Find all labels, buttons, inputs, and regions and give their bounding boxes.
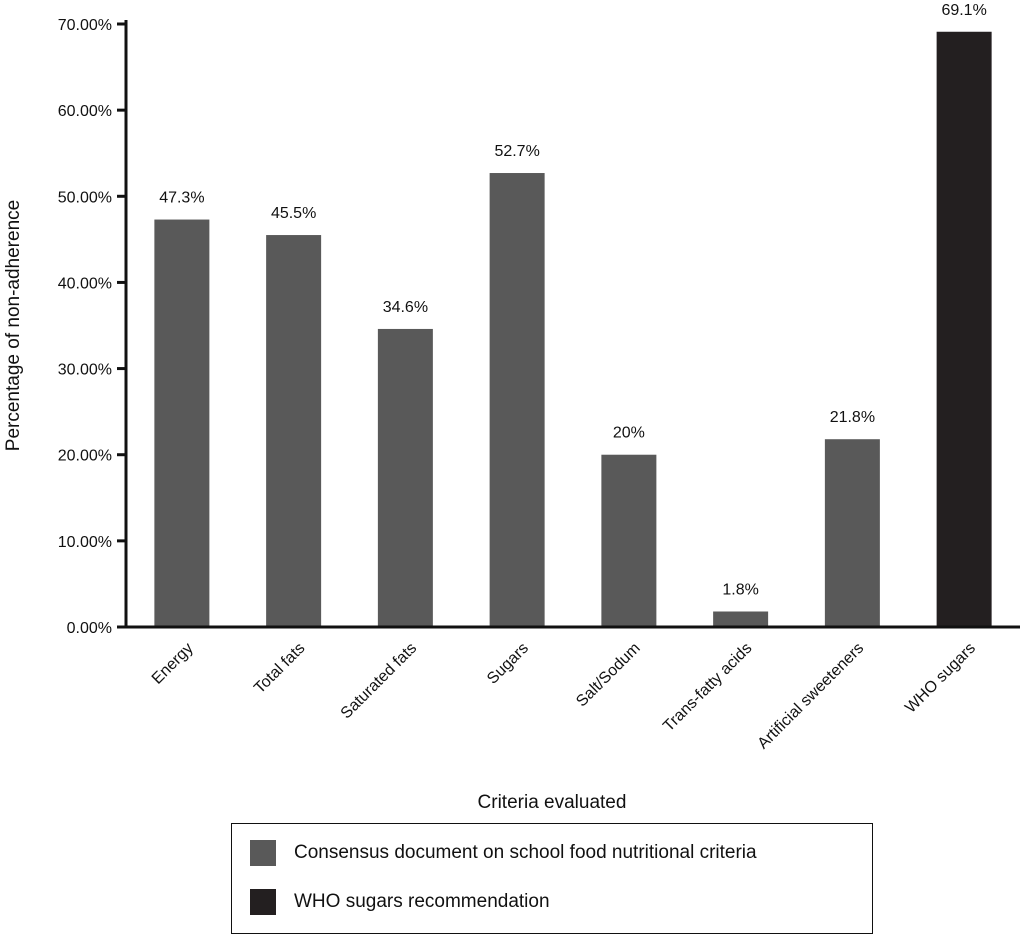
bars-group <box>154 31 992 628</box>
bar <box>713 611 769 627</box>
bar-value-label: 47.3% <box>159 190 204 207</box>
bar-value-label: 34.6% <box>383 299 428 316</box>
legend-label-consensus: Consensus document on school food nutrit… <box>294 842 757 863</box>
bar <box>377 328 433 627</box>
x-tick-label: Artificial sweeteners <box>755 640 868 753</box>
legend: Consensus document on school food nutrit… <box>231 823 873 934</box>
bar <box>601 454 657 627</box>
legend-label-who: WHO sugars recommendation <box>294 891 550 912</box>
bar-value-label: 1.8% <box>722 581 758 598</box>
x-tick-label: Total fats <box>251 640 308 697</box>
y-tick-label: 30.00% <box>58 362 112 379</box>
bar <box>489 173 545 627</box>
y-axis-title: Percentage of non-adherence <box>3 200 24 451</box>
y-tick-label: 20.00% <box>58 448 112 465</box>
x-tick-label: Sugars <box>484 640 532 688</box>
y-tick-label: 70.00% <box>58 17 112 34</box>
bar <box>266 235 322 628</box>
y-tick-label: 10.00% <box>58 534 112 551</box>
legend-item-who: WHO sugars recommendation <box>250 889 550 915</box>
bar-chart: 0.00% 10.00% 20.00% 30.00% 40.00% 50.00% 60.00… <box>3 2 1020 813</box>
x-tick-label: Energy <box>149 640 197 688</box>
bar <box>936 31 992 627</box>
legend-item-consensus: Consensus document on school food nutrit… <box>250 840 757 866</box>
y-tick-label: 0.00% <box>67 620 112 637</box>
y-tick-label: 60.00% <box>58 103 112 120</box>
x-tick-label: Salt/Sodum <box>573 640 644 711</box>
bar <box>824 439 880 627</box>
bar-value-label: 69.1% <box>941 2 986 19</box>
legend-swatch-who <box>250 889 276 915</box>
bar-value-label: 45.5% <box>271 205 316 222</box>
x-tick-label: Trans-fatty acids <box>660 640 755 735</box>
x-tick-label: Saturated fats <box>338 640 420 722</box>
y-tick-label: 50.00% <box>58 189 112 206</box>
bar-value-label: 20% <box>613 425 645 442</box>
legend-swatch-consensus <box>250 840 276 866</box>
value-labels-group: 47.3% 45.5% 34.6% 52.7% 20% 1.8% 21.8% 69.1% <box>159 2 987 599</box>
bar <box>154 219 210 627</box>
x-axis-labels: Energy Total fats Saturated fats Sugars Salt… <box>149 640 979 753</box>
x-axis-title: Criteria evaluated <box>478 792 627 813</box>
bar-value-label: 52.7% <box>494 143 539 160</box>
bar-value-label: 21.8% <box>830 409 875 426</box>
x-tick-label: WHO sugars <box>902 640 979 717</box>
y-axis-ticks: 0.00% 10.00% 20.00% 30.00% 40.00% 50.00% 60.00… <box>58 17 126 637</box>
y-tick-label: 40.00% <box>58 275 112 292</box>
